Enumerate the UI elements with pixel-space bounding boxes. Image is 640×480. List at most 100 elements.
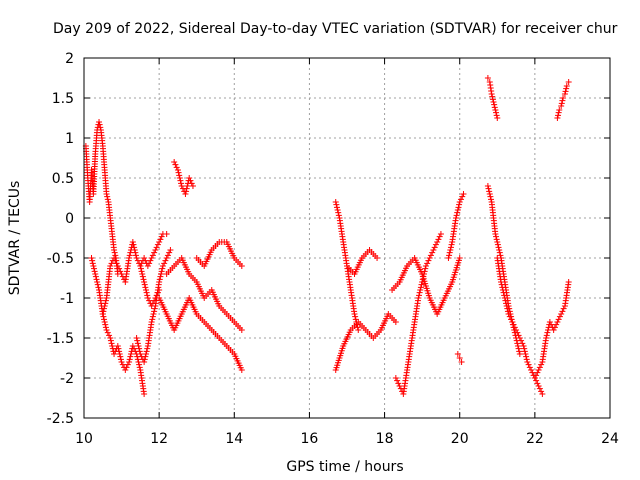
data-point <box>516 335 523 341</box>
data-point <box>508 316 515 323</box>
data-point <box>565 79 572 85</box>
data-point <box>525 361 532 368</box>
y-tick-label: 1 <box>65 131 74 147</box>
data-point <box>158 271 165 277</box>
data-point <box>118 271 125 277</box>
data-point <box>538 361 545 368</box>
data-point <box>142 257 149 264</box>
data-point <box>176 175 183 181</box>
data-point <box>141 255 148 261</box>
data-point <box>123 364 130 371</box>
data-point <box>355 327 362 333</box>
data-point <box>142 351 149 357</box>
data-point <box>554 319 561 325</box>
data-point <box>126 356 133 363</box>
data-point <box>558 103 565 109</box>
data-point <box>509 319 516 325</box>
data-point <box>426 255 433 261</box>
data-point <box>116 351 123 357</box>
data-point <box>157 236 164 243</box>
data-point <box>504 305 511 312</box>
series-s16 <box>454 351 465 365</box>
data-point <box>528 367 535 373</box>
data-point <box>138 260 145 267</box>
data-point <box>102 297 109 304</box>
data-point <box>351 311 358 317</box>
data-point <box>141 356 148 363</box>
data-point <box>488 91 495 97</box>
data-point <box>124 361 131 368</box>
x-tick-label: 20 <box>451 431 469 447</box>
data-point <box>152 247 159 253</box>
series-s12 <box>344 247 381 277</box>
data-point <box>558 311 565 317</box>
data-point <box>489 96 496 103</box>
data-point <box>558 100 565 107</box>
data-point <box>491 101 498 108</box>
data-point <box>518 337 525 344</box>
series-s14 <box>389 255 463 317</box>
data-point <box>554 115 561 121</box>
data-point <box>447 244 454 251</box>
data-point <box>418 281 425 288</box>
x-tick-label: 10 <box>75 431 93 447</box>
x-tick-label: 22 <box>526 431 544 447</box>
x-tick-label: 16 <box>301 431 319 447</box>
data-point <box>560 95 567 101</box>
data-point <box>497 252 504 259</box>
data-point <box>544 329 551 336</box>
data-point <box>172 161 179 168</box>
data-point <box>101 305 108 312</box>
series-s6 <box>171 159 196 197</box>
data-point <box>115 345 122 352</box>
data-point <box>562 88 569 95</box>
data-point <box>118 359 125 365</box>
data-point <box>543 335 550 341</box>
data-point <box>100 313 107 320</box>
data-point <box>333 201 340 208</box>
data-point <box>133 255 140 261</box>
data-point <box>163 255 170 261</box>
data-point <box>111 351 118 357</box>
data-point <box>559 308 566 315</box>
data-point <box>505 311 512 317</box>
data-point <box>126 255 133 261</box>
data-points <box>82 75 572 397</box>
data-point <box>104 196 111 203</box>
data-point <box>161 260 168 267</box>
data-point <box>417 284 424 291</box>
data-point <box>495 244 502 251</box>
data-point <box>176 172 183 179</box>
data-point <box>102 324 109 331</box>
data-point <box>493 109 500 116</box>
data-point <box>184 183 191 189</box>
data-point <box>144 263 151 269</box>
data-point <box>101 319 108 325</box>
data-point <box>521 348 528 355</box>
data-point <box>533 377 540 384</box>
data-point <box>90 263 97 269</box>
plot-frame <box>83 57 611 419</box>
data-point <box>139 273 146 280</box>
data-point <box>556 313 563 320</box>
data-point <box>515 345 522 352</box>
data-point <box>516 348 523 355</box>
data-point <box>173 164 180 171</box>
data-point <box>534 380 541 387</box>
data-point <box>136 345 143 352</box>
data-point <box>142 353 149 360</box>
data-point <box>178 180 185 187</box>
data-point <box>520 343 527 349</box>
series-s20 <box>531 279 572 381</box>
series-s9 <box>193 239 245 269</box>
data-point <box>487 193 494 200</box>
data-point <box>493 233 500 240</box>
data-point <box>158 268 165 275</box>
data-point <box>498 279 505 285</box>
data-point <box>117 268 124 275</box>
data-point <box>425 257 432 264</box>
data-point <box>117 356 124 363</box>
data-point <box>543 332 550 339</box>
data-point <box>427 252 434 259</box>
data-point <box>149 316 156 323</box>
